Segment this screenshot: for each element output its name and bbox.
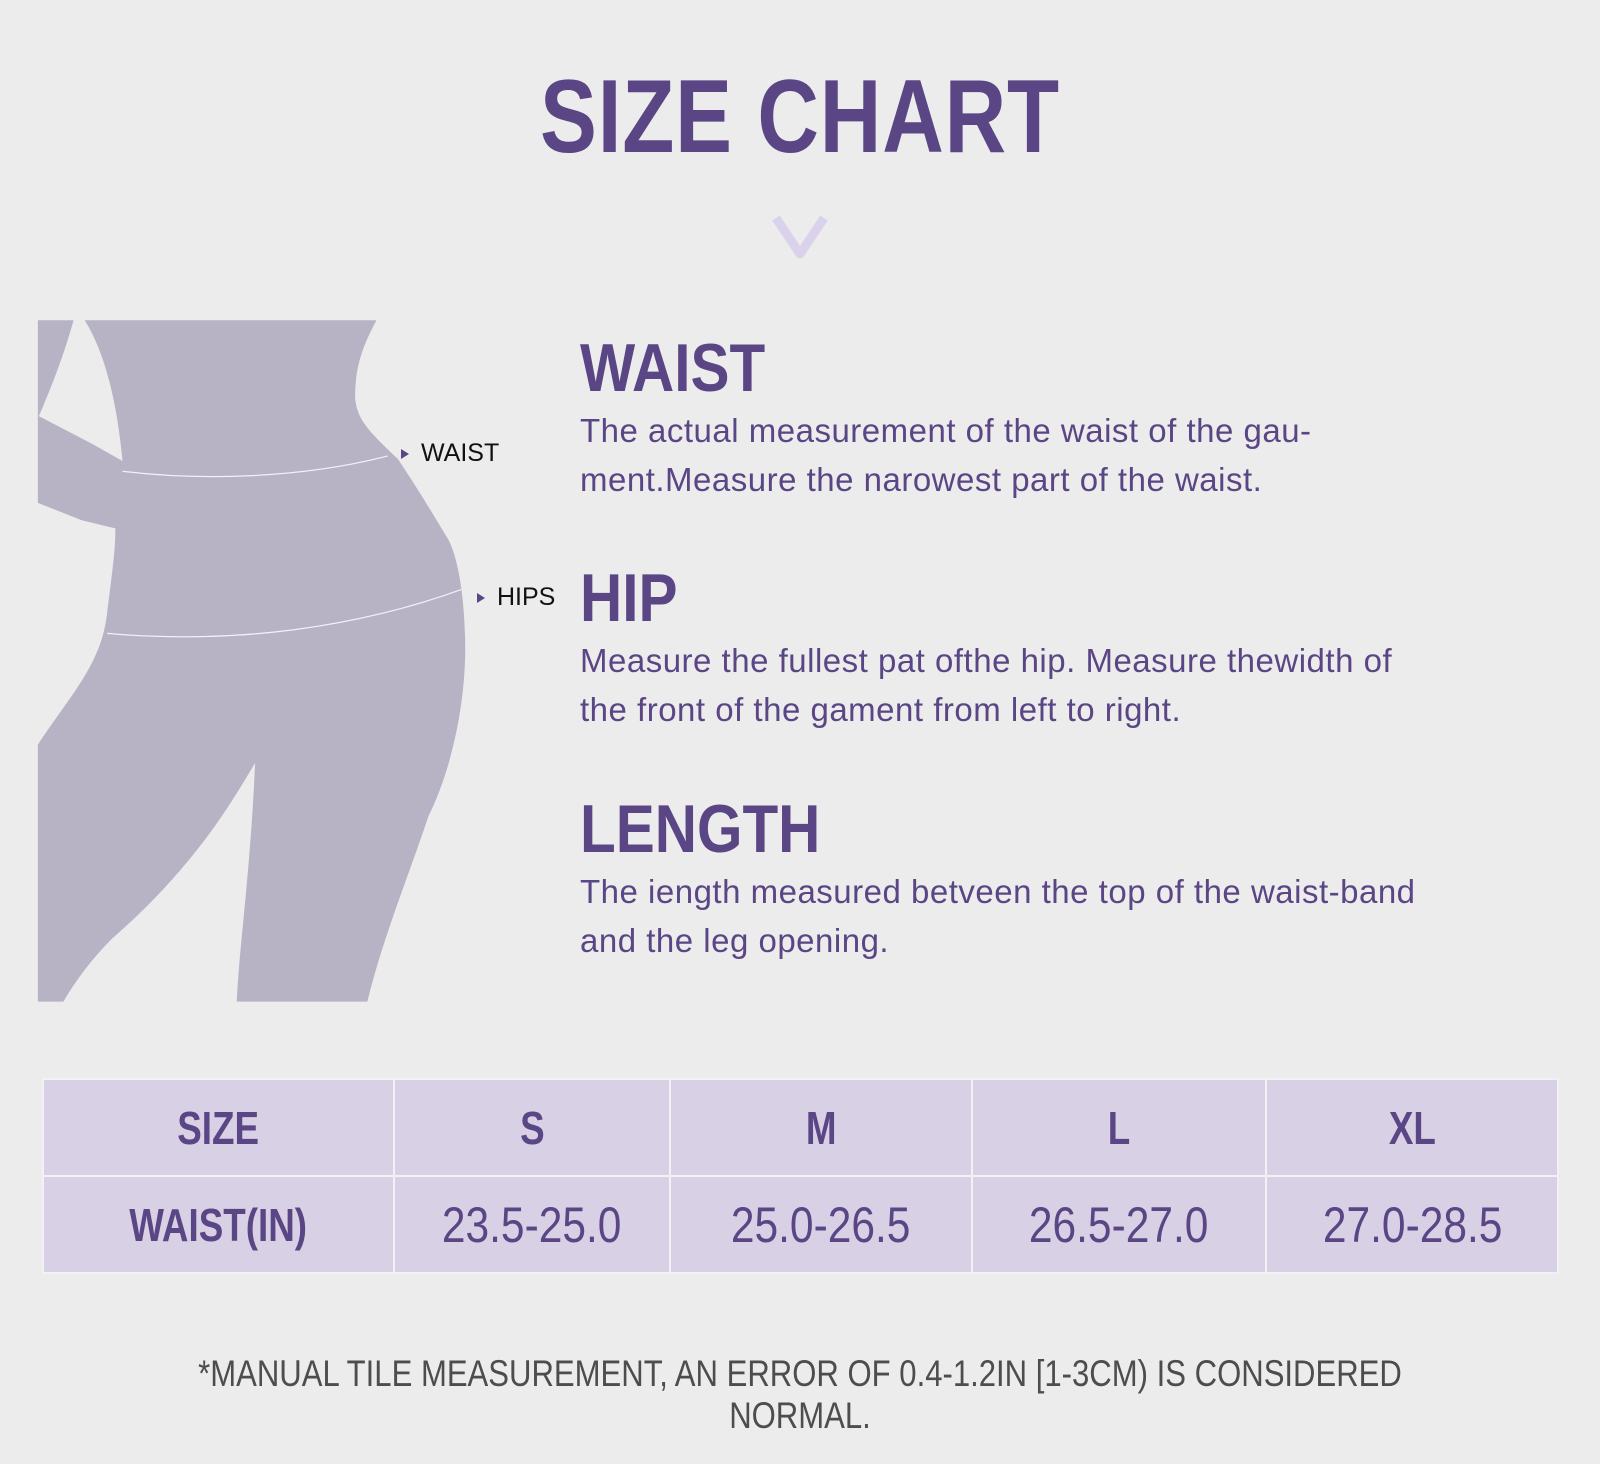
table-cell: 23.5-25.0 [392,1175,672,1274]
table-header-cell: L [970,1078,1268,1177]
section-heading: WAIST [580,330,766,406]
table-header-cell: S [392,1078,672,1177]
waist-marker: WAIST [401,439,499,468]
page-title: SIZE CHART [540,59,1060,175]
footnote: *MANUAL TILE MEASUREMENT, AN ERROR OF 0.… [198,1353,1402,1436]
section-length: LENGTH The iength measured betveen the t… [580,791,1580,965]
section-text: Measure the fullest pat ofthe hip. Measu… [580,642,1393,728]
section-heading: LENGTH [580,791,821,867]
triangle-right-icon [401,448,409,459]
table-header-cell: M [669,1078,973,1177]
section-waist: WAIST The actual measurement of the wais… [580,330,1580,504]
table-row: WAIST(IN) 23.5-25.0 25.0-26.5 26.5-27.0 … [42,1175,1559,1274]
chevron-down-icon [772,215,828,259]
table-header-row: SIZE S M L XL [42,1078,1559,1177]
table-row-label: WAIST(IN) [42,1175,395,1274]
table-cell: 27.0-28.5 [1265,1175,1559,1274]
section-text: The iength measured betveen the top of t… [580,873,1416,959]
triangle-right-icon [477,592,485,603]
section-heading: HIP [580,560,678,636]
table-cell: 26.5-27.0 [970,1175,1268,1274]
table-header-cell: SIZE [42,1078,395,1177]
waist-line [122,455,388,478]
table-header-cell: XL [1265,1078,1559,1177]
hip-line [107,588,462,638]
silhouette-shape [37,320,466,1002]
hips-marker: HIPS [477,583,555,612]
table-cell: 25.0-26.5 [669,1175,973,1274]
section-text: The actual measurement of the waist of t… [580,412,1312,498]
section-hip: HIP Measure the fullest pat ofthe hip. M… [580,560,1580,734]
size-table: SIZE S M L XL WAIST(IN) 23.5-25.0 25.0-2… [42,1078,1559,1274]
body-silhouette [37,320,466,1002]
